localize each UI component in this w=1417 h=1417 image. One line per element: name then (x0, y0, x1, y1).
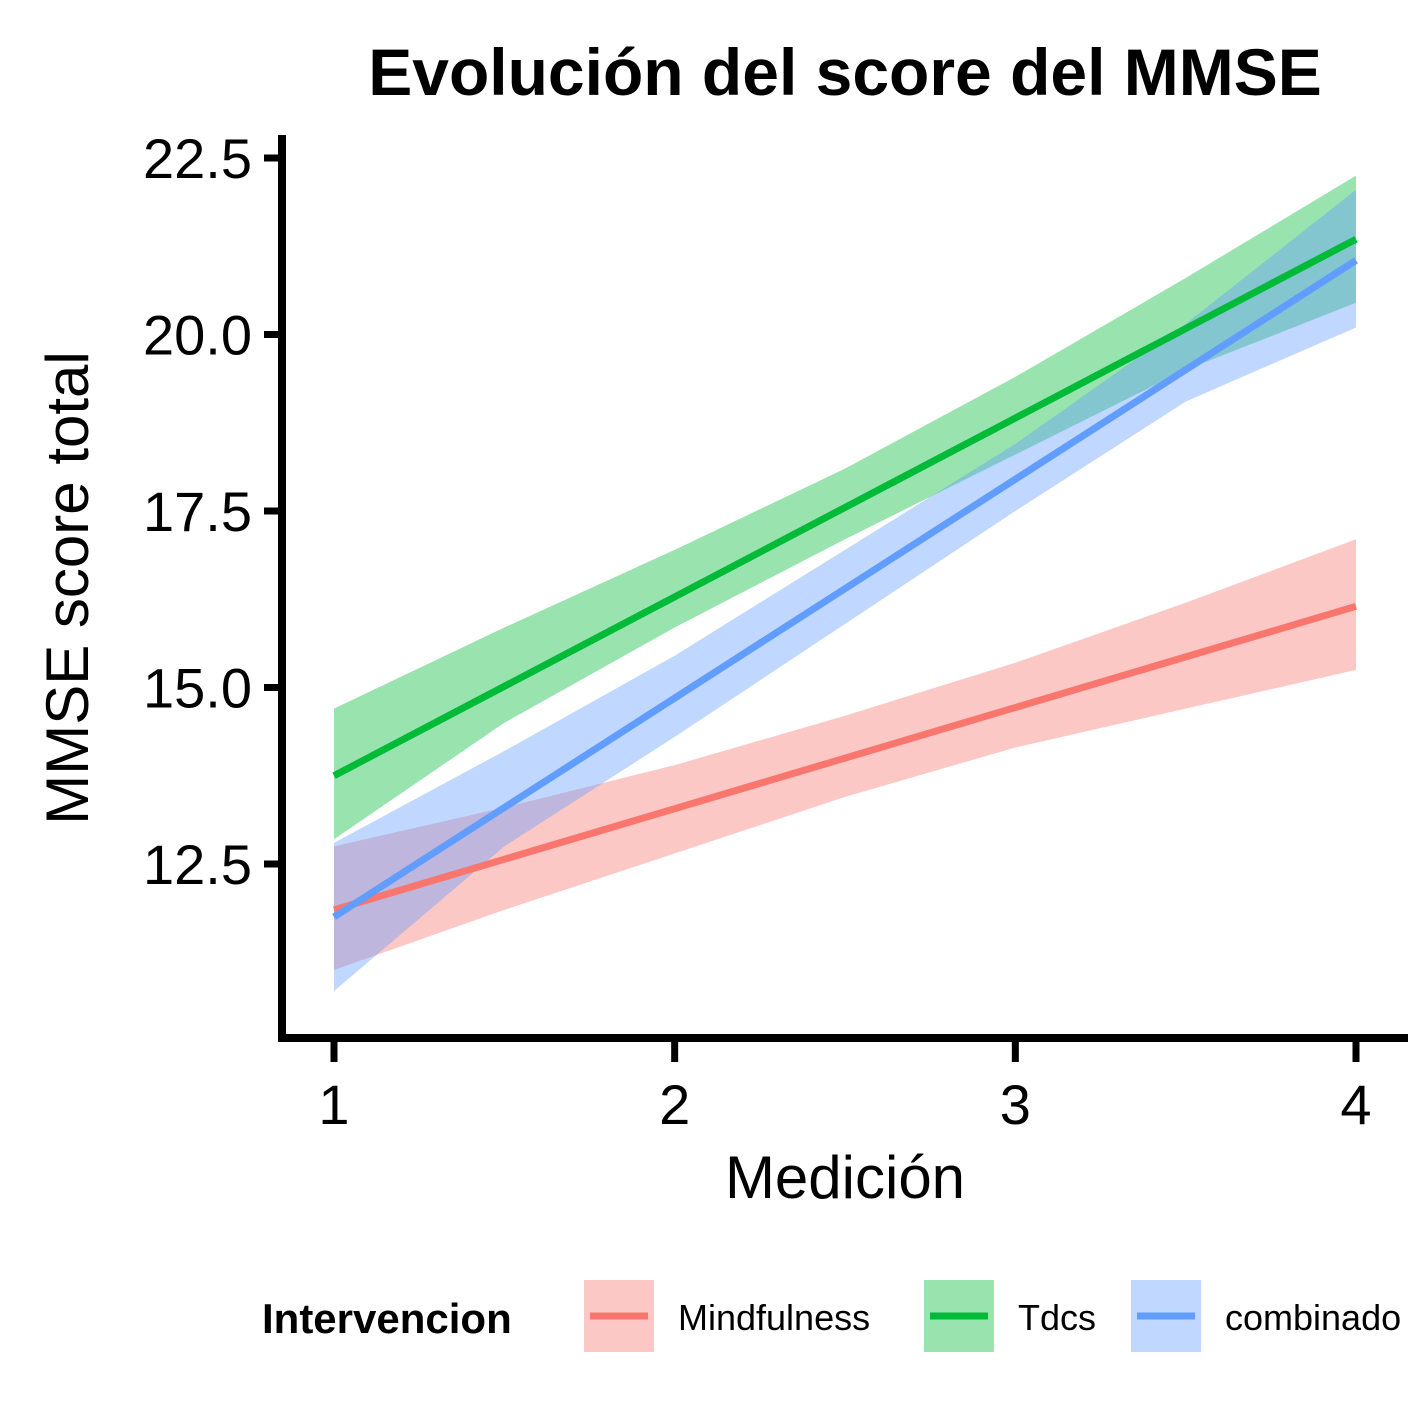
legend-label: Mindfulness (678, 1297, 870, 1338)
y-tick-label: 22.5 (143, 127, 252, 190)
y-tick-label: 12.5 (143, 833, 252, 896)
axes (278, 135, 1408, 1042)
legend-title: Intervencion (262, 1295, 512, 1342)
chart-title: Evolución del score del MMSE (368, 35, 1322, 109)
line-tdcs (332, 236, 1358, 779)
y-axis-ticks: 12.5 15.0 17.5 20.0 22.5 (143, 127, 282, 896)
line-mindfulness (333, 602, 1357, 914)
legend-item-tdcs: Tdcs (924, 1280, 1096, 1352)
y-axis-title: MMSE score total (34, 351, 101, 824)
legend-label: combinado (1225, 1297, 1401, 1338)
x-axis-title: Medición (725, 1144, 965, 1211)
legend-item-mindfulness: Mindfulness (584, 1280, 870, 1352)
x-tick-label: 1 (318, 1073, 349, 1136)
legend-item-combinado: combinado (1131, 1280, 1401, 1352)
confidence-bands (334, 175, 1356, 992)
x-tick-label: 2 (659, 1073, 690, 1136)
y-tick-label: 15.0 (143, 657, 252, 720)
trend-lines (332, 236, 1358, 920)
legend: Intervencion Mindfulness Tdcs combinado (262, 1280, 1401, 1352)
y-tick-label: 20.0 (143, 304, 252, 367)
y-tick-label: 17.5 (143, 480, 252, 543)
line-combinado (332, 257, 1358, 920)
x-tick-label: 3 (1000, 1073, 1031, 1136)
x-tick-label: 4 (1340, 1073, 1371, 1136)
legend-label: Tdcs (1018, 1297, 1096, 1338)
x-axis-ticks: 1 2 3 4 (318, 1038, 1372, 1136)
